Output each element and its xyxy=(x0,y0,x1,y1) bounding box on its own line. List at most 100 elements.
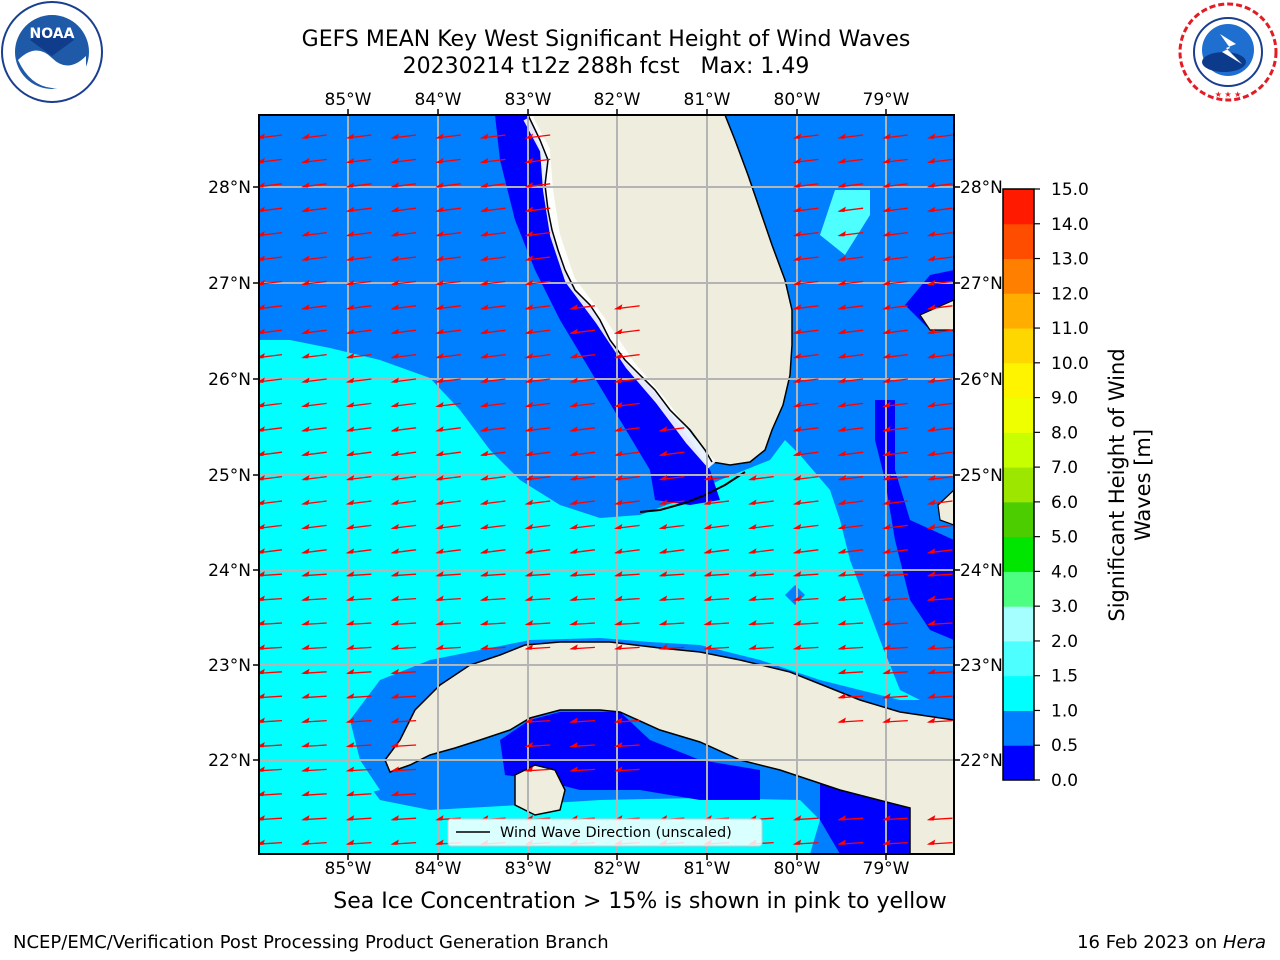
wind-wave-arrowhead xyxy=(479,377,489,383)
wind-wave-arrowhead xyxy=(390,450,399,457)
wind-wave-arrowhead xyxy=(301,182,310,188)
wind-wave-arrowhead xyxy=(569,741,578,748)
wind-wave-arrowhead xyxy=(345,279,355,286)
wind-wave-arrowhead xyxy=(703,644,712,650)
wind-wave-arrowhead xyxy=(792,401,802,408)
wind-wave-arrowhead xyxy=(259,548,265,554)
wind-wave-arrowhead xyxy=(569,377,578,383)
wind-wave-arrowhead xyxy=(792,571,802,577)
wind-wave-arrowhead xyxy=(926,304,936,310)
wind-wave-arrowhead xyxy=(390,741,399,748)
wind-wave-arrowhead xyxy=(345,304,355,310)
wind-wave-arrowhead xyxy=(435,401,444,408)
bahamas-land xyxy=(919,299,954,331)
colorbar-tick-label: 13.0 xyxy=(1051,250,1089,270)
sea-ice-note: Sea Ice Concentration > 15% is shown in … xyxy=(333,889,947,914)
lat-tick-label-left: 24°N xyxy=(208,561,251,581)
wind-wave-arrowhead xyxy=(524,619,533,626)
wind-wave-arrowhead xyxy=(926,839,936,845)
wind-wave-arrowhead xyxy=(301,206,310,213)
colorbar-segment xyxy=(1003,223,1034,260)
colorbar: 0.0 0.5 1.0 1.5 2.0 3.0 4.0 5.0 6.0 7.0 8.0 9.0 10.0… xyxy=(1002,180,1089,791)
wind-wave-arrowhead xyxy=(479,328,489,335)
wind-wave-arrowhead xyxy=(390,693,399,699)
wind-wave-arrowhead xyxy=(259,401,265,408)
wind-wave-arrowhead xyxy=(345,255,355,261)
wind-wave-arrowhead xyxy=(748,619,757,626)
wind-wave-arrowhead xyxy=(837,499,846,505)
wind-wave-arrowhead xyxy=(479,255,489,261)
wind-wave-arrowhead xyxy=(569,450,578,457)
wind-wave-arrowhead xyxy=(479,401,489,408)
wind-wave-arrowhead xyxy=(613,523,623,530)
wind-wave-arrowhead xyxy=(479,475,489,481)
wind-wave-arrowhead xyxy=(926,206,936,213)
colorbar-tick-label: 8.0 xyxy=(1051,423,1078,443)
wind-wave-arrowhead xyxy=(301,815,310,821)
wind-wave-arrowhead xyxy=(882,717,891,723)
lon-tick-label-top: 82°W xyxy=(594,90,641,110)
wind-wave-arrowhead xyxy=(837,548,846,554)
wind-wave-arrowhead xyxy=(882,328,891,335)
wind-wave-arrowhead xyxy=(524,475,533,481)
wind-wave-arrowhead xyxy=(792,523,802,530)
lon-tick-label-top: 85°W xyxy=(325,90,372,110)
lat-tick-label-left: 23°N xyxy=(208,656,251,676)
colorbar-segment xyxy=(1003,675,1034,711)
wind-wave-arrowhead xyxy=(882,839,891,845)
wind-wave-arrowhead xyxy=(524,401,533,408)
andros-land xyxy=(937,489,954,526)
wind-wave-arrowhead xyxy=(837,255,846,261)
wind-wave-arrowhead xyxy=(390,619,399,626)
lon-tick-label-top: 80°W xyxy=(774,90,821,110)
wind-wave-arrowhead xyxy=(301,619,310,626)
wind-wave-arrowhead xyxy=(792,548,802,554)
wind-wave-arrowhead xyxy=(301,766,310,772)
wind-wave-arrowhead xyxy=(259,644,265,650)
wind-wave-arrowhead xyxy=(259,523,265,530)
lat-tick-label-right: 27°N xyxy=(960,274,1003,294)
wind-wave-arrowhead xyxy=(390,426,399,432)
wind-wave-arrowhead xyxy=(259,790,265,797)
wind-wave-arrowhead xyxy=(345,377,355,383)
lon-tick-label-bottom: 80°W xyxy=(774,859,821,879)
wind-wave-arrowhead xyxy=(926,499,936,505)
wind-wave-arrowhead xyxy=(259,353,265,359)
wind-wave-arrowhead xyxy=(259,231,265,237)
lat-gridlines xyxy=(259,186,954,761)
wind-wave-arrowhead xyxy=(658,450,668,457)
wind-wave-arrowhead xyxy=(390,595,399,601)
wind-wave-arrowhead xyxy=(882,426,891,432)
wind-wave-arrowhead xyxy=(569,644,578,650)
wind-wave-arrowhead xyxy=(390,790,399,797)
wind-wave-arrowhead xyxy=(837,182,846,188)
wind-wave-arrowhead xyxy=(613,766,623,772)
wind-wave-arrowhead xyxy=(524,766,533,772)
wind-wave-arrowhead xyxy=(882,571,891,577)
wind-wave-arrowhead xyxy=(837,450,846,457)
wind-wave-arrowhead xyxy=(792,475,802,481)
colorbar-segment xyxy=(1003,432,1034,468)
wind-wave-arrowhead xyxy=(524,328,533,335)
wind-wave-arrowhead xyxy=(703,499,712,505)
wind-wave-arrowhead xyxy=(658,644,668,650)
wind-wave-arrowhead xyxy=(301,839,310,845)
colorbar-tick-label: 0.5 xyxy=(1051,736,1078,756)
wind-wave-arrowhead xyxy=(301,668,310,675)
wind-wave-arrowhead xyxy=(479,426,489,432)
wind-wave-arrowhead xyxy=(569,717,578,723)
wind-wave-arrowhead xyxy=(926,595,936,601)
wind-wave-arrowhead xyxy=(301,790,310,797)
wind-wave-arrowhead xyxy=(524,304,533,310)
wind-wave-arrowhead xyxy=(792,353,802,359)
wind-wave-arrowhead xyxy=(259,741,265,748)
wind-wave-arrowhead xyxy=(390,499,399,505)
wind-wave-arrowhead xyxy=(658,571,668,577)
wave-zone-lightcyan-patch xyxy=(820,190,870,255)
footer-date: 16 Feb 2023 on Hera xyxy=(1077,932,1266,954)
wind-wave-arrowhead xyxy=(882,523,891,530)
colorbar-label: Significant Height of Wind Waves [m] xyxy=(1105,348,1155,621)
wind-wave-arrowhead xyxy=(569,401,578,408)
lon-tick-label-top: 83°W xyxy=(505,90,552,110)
wind-wave-arrowhead xyxy=(569,548,578,554)
